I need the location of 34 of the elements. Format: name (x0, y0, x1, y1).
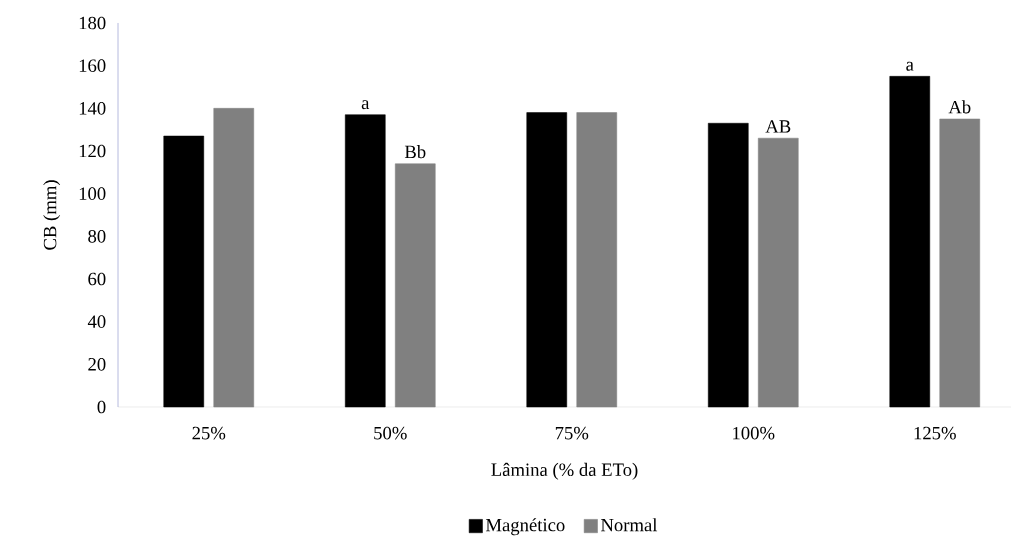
bar (344, 114, 386, 408)
bar (889, 76, 931, 408)
data-label: Ab (948, 100, 971, 114)
y-axis-title: CB (mm) (43, 180, 61, 250)
x-tick-label: 50% (374, 426, 407, 440)
bar (707, 122, 749, 408)
data-label: AB (765, 120, 791, 133)
y-tick-label: 80 (88, 230, 106, 243)
bar (576, 112, 618, 408)
y-tick-label: 180 (79, 16, 106, 30)
y-tick-label: 20 (88, 358, 106, 371)
x-tick-label: 25% (192, 426, 226, 440)
legend-label: Normal (600, 518, 658, 532)
legend-label: Magnético (485, 518, 565, 536)
data-label: a (906, 61, 914, 71)
y-tick-label: 160 (79, 59, 106, 72)
y-tick-label: 120 (79, 144, 106, 158)
y-tick-label: 140 (79, 102, 106, 115)
x-axis-title: Lâmina (% da ETo) (491, 462, 638, 480)
bar (394, 163, 436, 408)
y-tick-label: 0 (97, 400, 106, 414)
x-tick-label: 125% (914, 426, 956, 440)
data-label: Bb (404, 145, 426, 159)
data-label: a (361, 100, 370, 110)
x-tick-label: 100% (733, 426, 775, 440)
y-tick-label: 100 (79, 187, 106, 200)
bar (526, 112, 568, 408)
y-tick-label: 40 (87, 315, 106, 328)
bar (163, 135, 205, 408)
bar (939, 118, 981, 408)
x-tick-label: 75% (555, 426, 589, 440)
bar (758, 137, 799, 408)
bar (213, 108, 255, 408)
y-tick-label: 60 (88, 272, 106, 286)
